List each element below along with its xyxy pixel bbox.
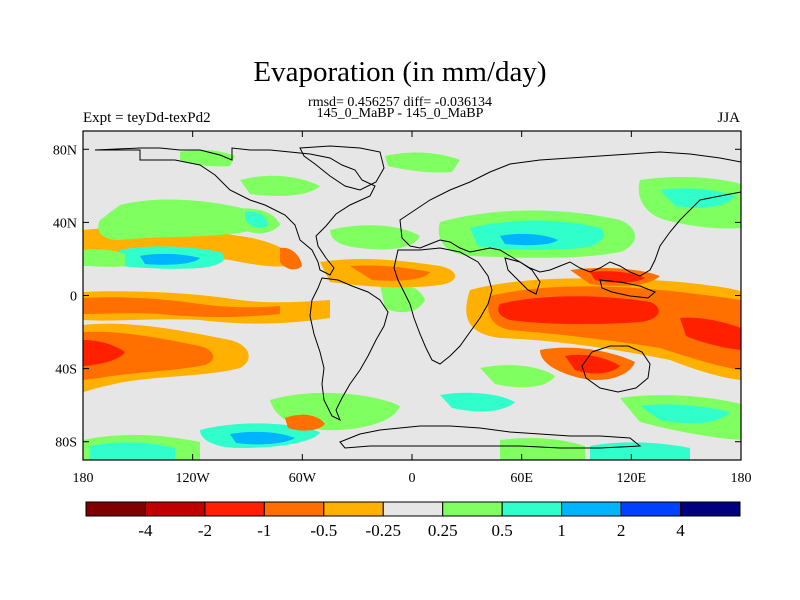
contour-pos-small <box>83 249 125 267</box>
contour-pos-large <box>500 233 558 246</box>
x-tick-label: 180 <box>73 471 94 486</box>
contour-pos-mid <box>640 404 730 424</box>
colorbar-swatch <box>620 501 682 517</box>
colorbar-swatch <box>204 501 265 517</box>
colorbar-swatch <box>382 501 444 517</box>
y-tick-label: 40S <box>55 363 77 378</box>
contour-neg-large <box>565 354 620 374</box>
colorbar: -4 -2 -1 -0.5 -0.25 0.25 0.5 1 2 4 <box>85 501 741 540</box>
subtitle-experiments: 145_0_MaBP - 145_0_MaBP <box>316 106 484 121</box>
y-tick-label: 80S <box>55 436 77 451</box>
contour-pos-small <box>98 199 260 240</box>
coastline-antarctica <box>339 425 642 449</box>
colorbar-swatch <box>501 501 563 517</box>
y-tick-label: 40N <box>53 216 77 231</box>
contour-pos-small <box>240 175 320 196</box>
x-tick-label: 0 <box>409 471 416 486</box>
x-tick-label: 60E <box>510 471 533 486</box>
contour-neg-mid <box>285 414 325 431</box>
x-tick-label: 60W <box>289 471 317 486</box>
contour-pos-mid <box>660 188 735 208</box>
contour-neg-large <box>498 296 659 325</box>
coastline-australia <box>581 345 651 393</box>
coastline-africa <box>393 247 493 365</box>
colorbar-label: -0.5 <box>310 521 337 540</box>
colorbar-label: -0.25 <box>366 521 401 540</box>
colorbar-swatch <box>85 501 146 517</box>
contour-pos-mid <box>245 211 268 228</box>
x-tick-label: 120W <box>176 471 211 486</box>
contour-pos-small <box>380 283 425 313</box>
subtitle-stats: rmsd= 0.456257 diff= -0.036134 <box>308 95 492 110</box>
colorbar-label: 0.25 <box>428 521 458 540</box>
contour-neg-large <box>680 317 741 350</box>
colorbar-swatch <box>144 501 206 517</box>
y-tick-label: 0 <box>70 290 77 305</box>
colorbar-swatch <box>323 501 384 517</box>
coastline-india <box>504 257 541 295</box>
season-label: JJA <box>717 110 740 126</box>
colorbar-swatch <box>680 501 741 517</box>
experiment-label: Expt = teyDd-texPd2 <box>83 110 211 126</box>
contour-pos-small <box>330 225 420 250</box>
map-axes: 180 120W 60W 0 60E 120E 180 80N 40N 0 40S 80S <box>53 131 752 486</box>
map-field <box>83 131 741 460</box>
colorbar-label: -2 <box>198 521 212 540</box>
contour-pos-large <box>140 253 200 265</box>
y-tick-label: 80N <box>53 143 77 158</box>
colorbar-swatch <box>442 501 503 517</box>
colorbar-label: 2 <box>617 521 626 540</box>
contour-pos-mid <box>440 392 515 412</box>
coastline-se-asia <box>599 279 656 299</box>
contour-pos-small <box>385 152 460 173</box>
coastline-south-america <box>309 277 389 422</box>
contour-neg-mid <box>83 331 214 380</box>
colorbar-label: -4 <box>138 521 153 540</box>
contour-pos-large <box>230 431 295 445</box>
coastlines <box>94 145 741 449</box>
colorbar-label: -1 <box>257 521 271 540</box>
colorbar-label: 1 <box>557 521 566 540</box>
contour-pos-mid <box>90 442 175 460</box>
contour-pos-small <box>480 365 555 388</box>
plot-title: Evaporation (in mm/day) <box>253 56 547 88</box>
x-tick-label: 120E <box>617 471 647 486</box>
contour-neg-mid <box>280 247 302 270</box>
coastline-greenland <box>299 145 385 191</box>
coastline-eurasia <box>399 151 741 277</box>
colorbar-swatch <box>561 501 622 517</box>
contour-pos-small <box>180 149 235 167</box>
colorbar-label: 4 <box>676 521 685 540</box>
x-tick-label: 180 <box>731 471 752 486</box>
coastline-north-america <box>94 147 376 276</box>
contour-neg-large <box>83 340 125 366</box>
colorbar-swatch <box>263 501 325 517</box>
colorbar-label: 0.5 <box>492 521 513 540</box>
contour-neg-mid <box>83 297 280 317</box>
contour-neg-mid <box>350 265 430 281</box>
